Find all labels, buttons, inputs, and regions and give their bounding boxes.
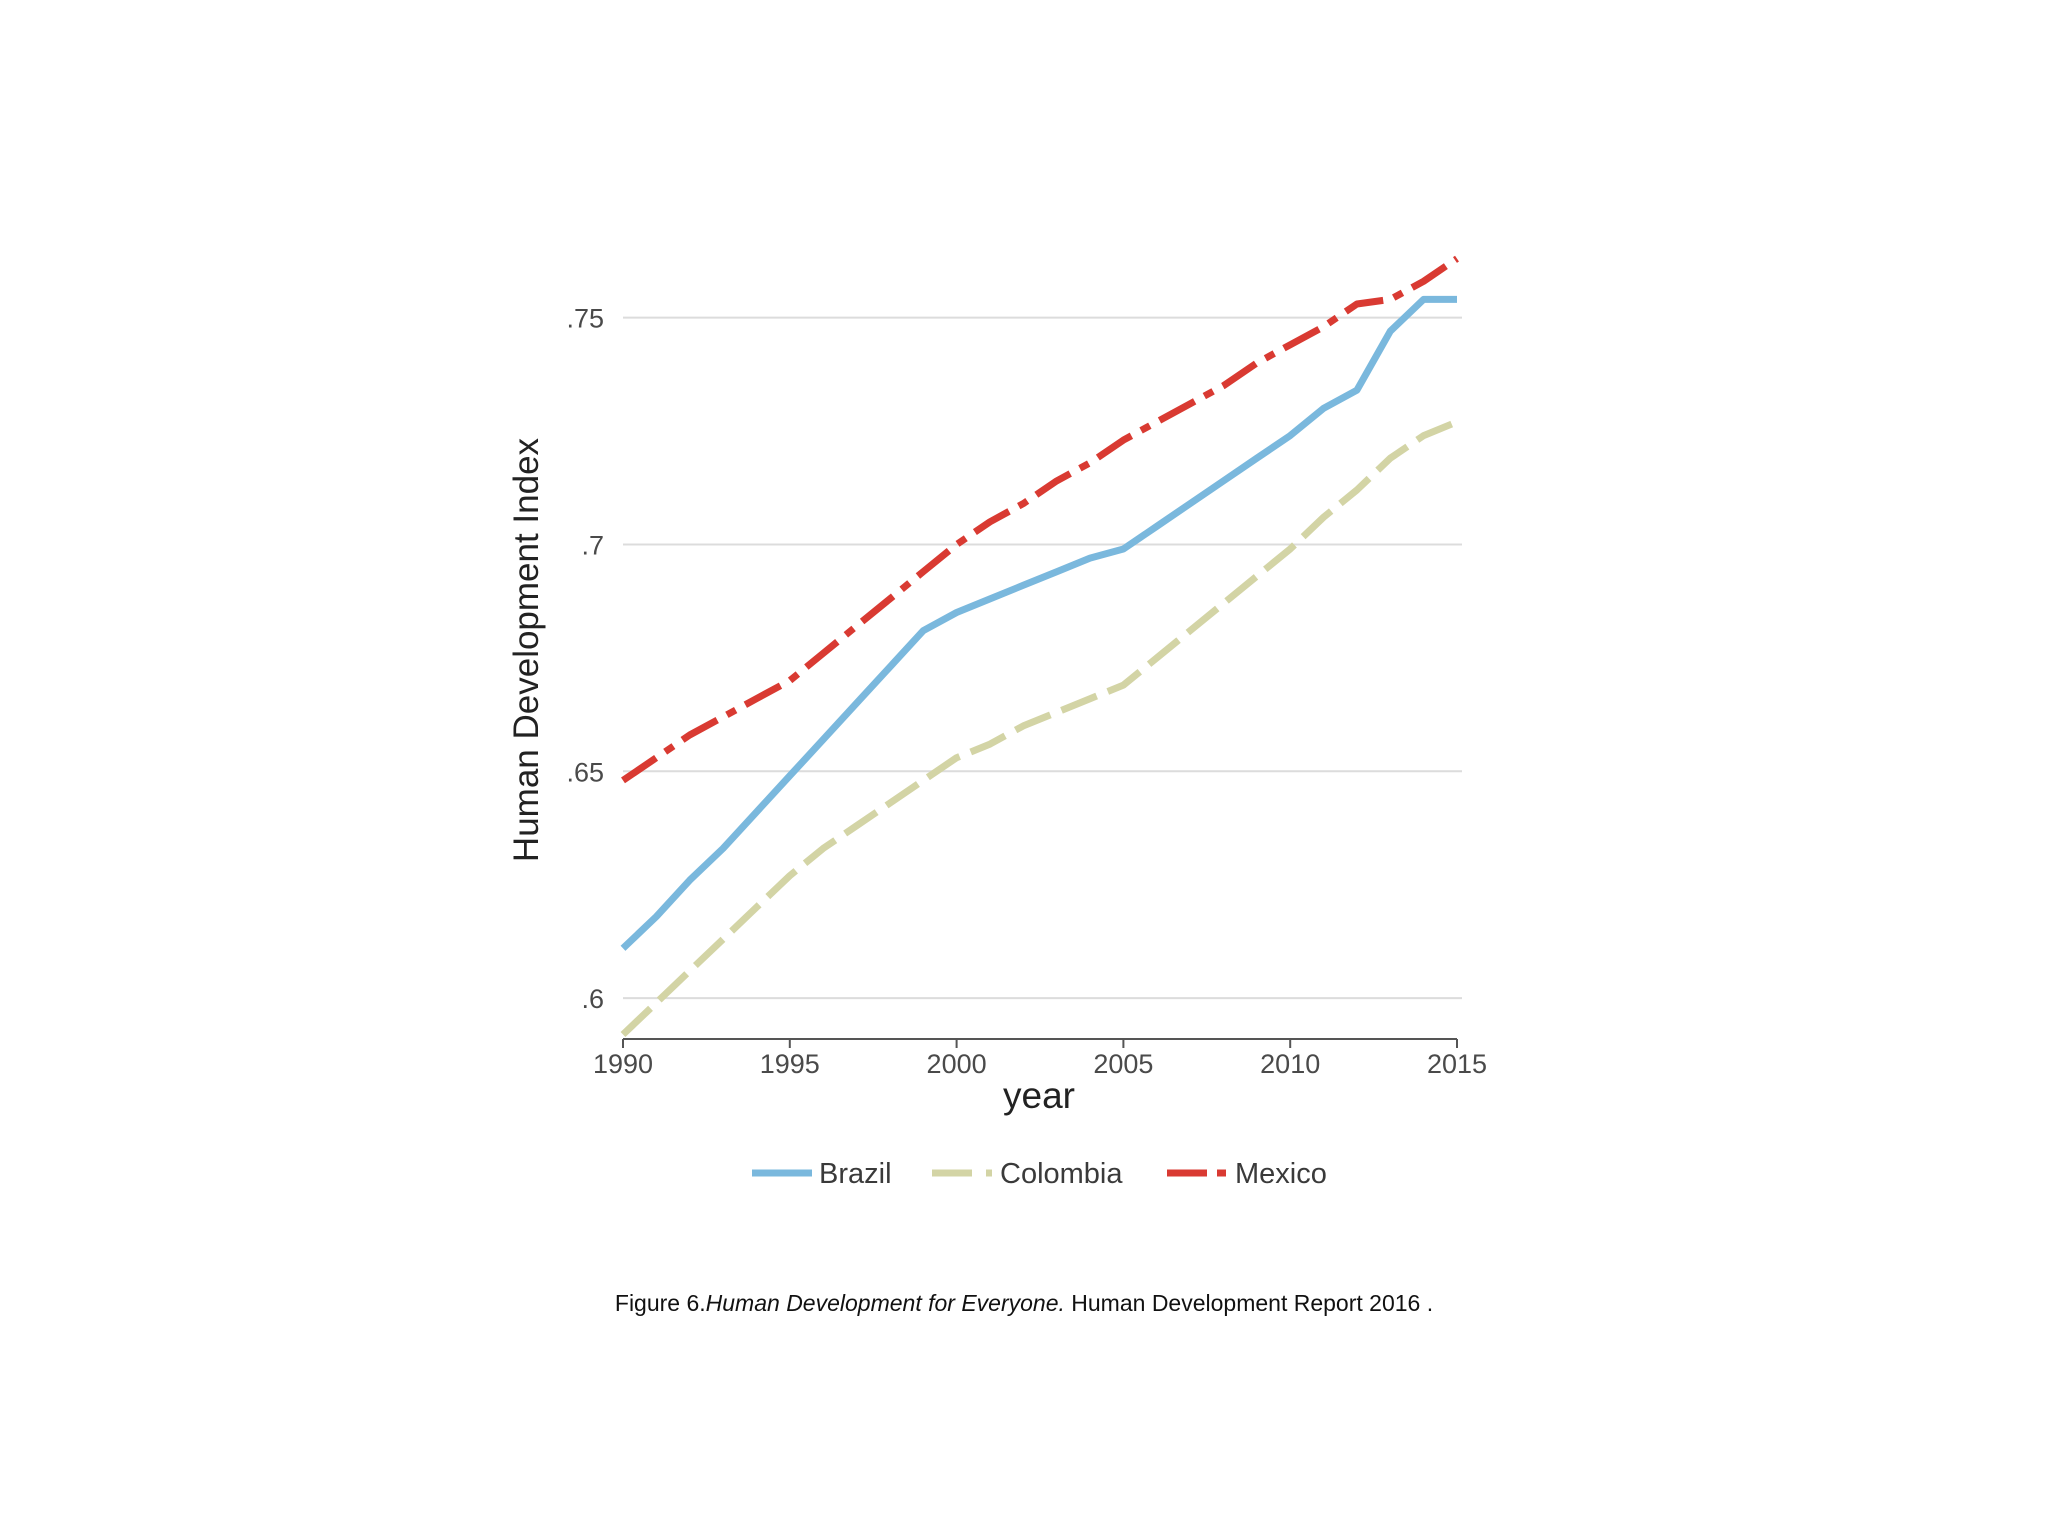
series-line-brazil xyxy=(620,295,1457,951)
x-axis: 1990 1995 2000 2005 2010 2015 xyxy=(593,1038,1487,1079)
legend-label-mexico: Mexico xyxy=(1235,1158,1327,1190)
gridlines xyxy=(623,316,1462,1000)
x-tick-label: 1990 xyxy=(593,1049,653,1079)
y-tick-label: .75 xyxy=(566,304,604,334)
x-tick-label: 2005 xyxy=(1093,1049,1153,1079)
series-lines xyxy=(620,255,1459,1038)
x-axis-title: year xyxy=(1003,1075,1075,1116)
series-line-mexico xyxy=(621,255,1459,784)
legend-label-colombia: Colombia xyxy=(1000,1158,1123,1190)
x-tick-label: 1995 xyxy=(760,1049,820,1079)
caption-suffix: Human Development Report 2016 . xyxy=(1064,1290,1434,1316)
x-tick-label: 2000 xyxy=(927,1049,987,1079)
x-tick-label: 2015 xyxy=(1427,1049,1487,1079)
caption-title: Human Development for Everyone. xyxy=(705,1290,1065,1316)
figure-caption: Figure 6.Human Development for Everyone.… xyxy=(0,1290,2048,1317)
caption-prefix: Figure 6. xyxy=(614,1290,706,1316)
y-tick-label: .65 xyxy=(566,757,604,787)
y-axis-tick-labels: .6 .65 .7 .75 xyxy=(566,304,604,1015)
y-tick-label: .7 xyxy=(581,530,604,560)
y-tick-label: .6 xyxy=(581,984,604,1014)
x-tick-label: 2010 xyxy=(1260,1049,1320,1079)
legend-label-brazil: Brazil xyxy=(819,1158,892,1190)
series-line-colombia xyxy=(620,418,1459,1038)
legend: Brazil Colombia Mexico xyxy=(752,1158,1327,1190)
y-axis-title: Human Development Index xyxy=(507,437,546,862)
